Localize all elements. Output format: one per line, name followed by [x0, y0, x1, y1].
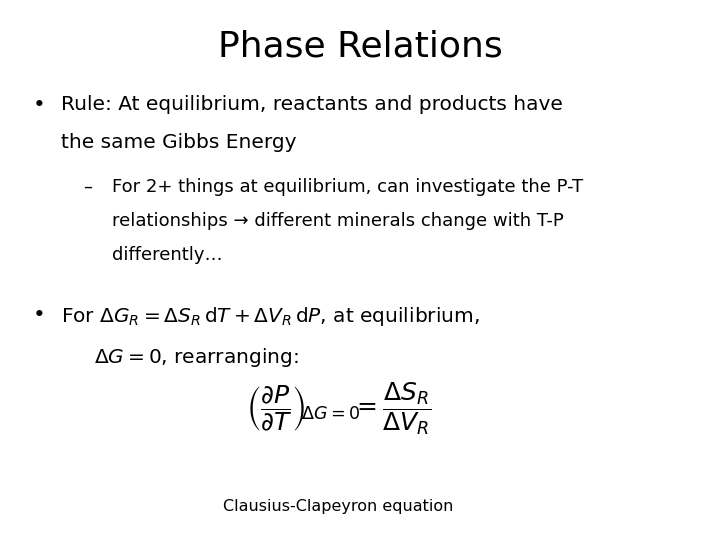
- Text: –: –: [83, 178, 92, 196]
- Text: For $\Delta G_R = \Delta S_R\,\mathrm{d}T + \Delta V_R\,\mathrm{d}P$, at equilib: For $\Delta G_R = \Delta S_R\,\mathrm{d}…: [61, 305, 480, 328]
- Text: the same Gibbs Energy: the same Gibbs Energy: [61, 133, 297, 152]
- Text: •: •: [32, 94, 45, 114]
- Text: Phase Relations: Phase Relations: [217, 30, 503, 64]
- Text: •: •: [32, 305, 45, 325]
- Text: For 2+ things at equilibrium, can investigate the P-T: For 2+ things at equilibrium, can invest…: [112, 178, 582, 196]
- Text: Clausius-Clapeyron equation: Clausius-Clapeyron equation: [223, 500, 454, 515]
- Text: Rule: At equilibrium, reactants and products have: Rule: At equilibrium, reactants and prod…: [61, 94, 563, 113]
- Text: relationships → different minerals change with T-P: relationships → different minerals chang…: [112, 212, 563, 230]
- Text: differently…: differently…: [112, 246, 222, 264]
- Text: $\Delta G{=}0$, rearranging:: $\Delta G{=}0$, rearranging:: [94, 346, 298, 369]
- Text: $\left(\dfrac{\partial P}{\partial T}\right)_{\!\!\Delta G=0}\!\! = \dfrac{\Delt: $\left(\dfrac{\partial P}{\partial T}\ri…: [246, 381, 431, 437]
